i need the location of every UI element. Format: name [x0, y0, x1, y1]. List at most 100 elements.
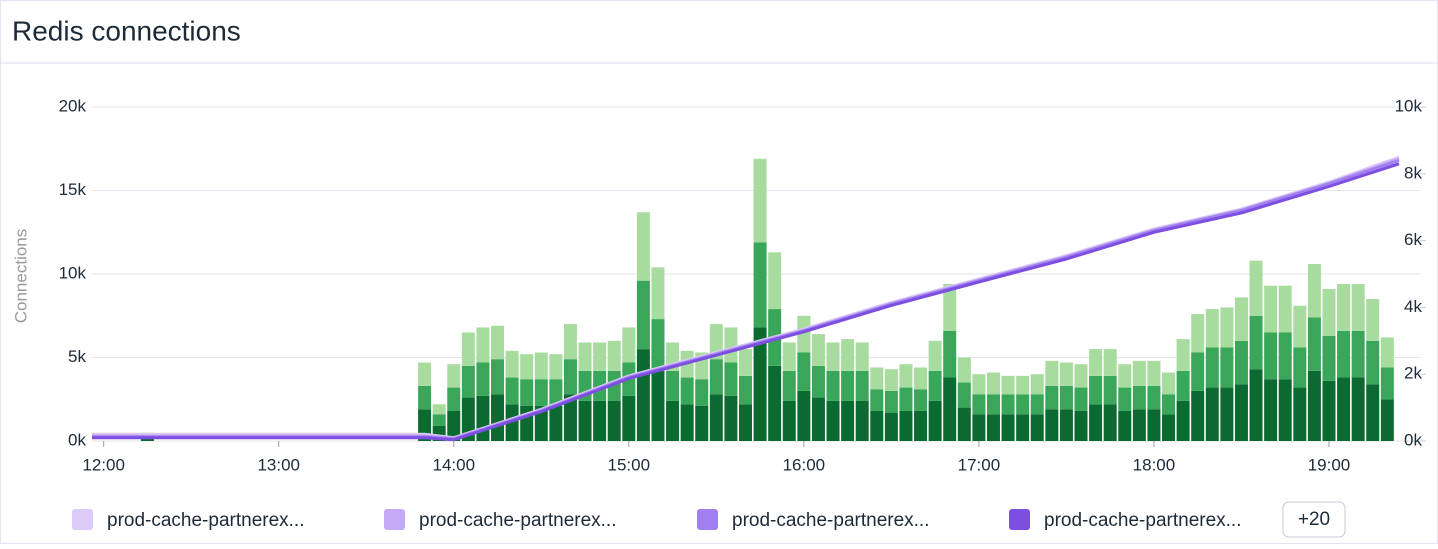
bar-segment — [1016, 375, 1030, 395]
bar-segment — [899, 387, 913, 411]
bar-segment — [695, 405, 709, 441]
bar-segment — [607, 400, 621, 441]
bar-segment — [593, 400, 607, 441]
bar-segment — [797, 390, 811, 441]
bar-segment — [753, 158, 767, 243]
y-tick-label: 20k — [59, 96, 87, 115]
y-tick-label: 5k — [68, 347, 86, 366]
bar-segment — [491, 359, 505, 395]
bar-segment — [651, 370, 665, 441]
bar-segment — [753, 242, 767, 328]
bar-segment — [855, 342, 869, 371]
bar-segment — [1030, 374, 1044, 395]
bar-segment — [797, 352, 811, 391]
y2-tick-label: 8k — [1404, 163, 1422, 182]
bar-segment — [1366, 340, 1380, 385]
x-tick-label: 14:00 — [432, 455, 475, 474]
bar-segment — [782, 342, 796, 371]
bar-segment — [753, 327, 767, 441]
bar-segment — [811, 334, 825, 366]
bar-segment — [957, 407, 971, 441]
bar-segment — [680, 404, 694, 441]
legend-swatch — [72, 509, 93, 530]
bar-segment — [1016, 414, 1030, 441]
bar-segment — [724, 395, 738, 441]
bar-segment — [1234, 340, 1248, 385]
bar-segment — [1191, 352, 1205, 391]
bar-segment — [1380, 399, 1394, 441]
bar-segment — [1001, 394, 1015, 415]
legend-label: prod-cache-partnerex... — [419, 510, 617, 531]
x-tick-label: 13:00 — [257, 455, 300, 474]
bar-segment — [914, 367, 928, 390]
legend-swatch — [1009, 509, 1030, 530]
x-tick-label: 17:00 — [958, 455, 1001, 474]
bar-segment — [1074, 410, 1088, 441]
bar-segment — [943, 284, 957, 331]
bar-segment — [534, 405, 548, 441]
bar-segment — [884, 369, 898, 391]
bar-segment — [797, 315, 811, 353]
bar-segment — [491, 394, 505, 441]
bar-segment — [1045, 409, 1059, 441]
bar-segment — [1074, 387, 1088, 411]
bar-segment — [505, 404, 519, 441]
bar-segment — [418, 385, 432, 410]
y-tick-label: 0k — [68, 430, 86, 449]
bar-segment — [1264, 285, 1278, 333]
bar-segment — [695, 379, 709, 406]
bar-segment — [972, 374, 986, 395]
legend-more-button[interactable]: +20 — [1282, 501, 1346, 538]
bar-segment — [914, 389, 928, 411]
bar-segment — [578, 342, 592, 371]
bar-segment — [1001, 375, 1015, 395]
bar-segment — [1234, 297, 1248, 341]
bar-segment — [1293, 305, 1307, 348]
bar-segment — [1059, 362, 1073, 386]
bar-segment — [1176, 339, 1190, 371]
bar-segment — [1162, 394, 1176, 415]
bar-segment — [1162, 414, 1176, 441]
bar-segment — [943, 330, 957, 378]
bar-segment — [972, 414, 986, 441]
bar-segment — [972, 394, 986, 415]
bar-segment — [651, 319, 665, 371]
bar-segment — [1337, 330, 1351, 378]
bar-segment — [1220, 347, 1234, 388]
bar-segment — [505, 377, 519, 405]
bar-segment — [826, 400, 840, 441]
bar-segment — [1264, 379, 1278, 441]
bar-segment — [491, 325, 505, 360]
bar-segment — [476, 362, 490, 396]
bar-segment — [1089, 349, 1103, 376]
bar-segment — [578, 400, 592, 441]
bar-segment — [1278, 379, 1292, 441]
bar-segment — [709, 394, 723, 441]
bar-segment — [928, 340, 942, 371]
legend-label: prod-cache-partnerex... — [1044, 510, 1242, 531]
bar-segment — [1307, 263, 1321, 318]
bar-segment — [1249, 315, 1263, 370]
bar-segment — [666, 400, 680, 441]
bar-segment — [1103, 404, 1117, 441]
bar-segment — [636, 349, 650, 441]
bar-segment — [1059, 409, 1073, 441]
bar-segment — [505, 350, 519, 378]
bar-segment — [447, 387, 461, 411]
bar-segment — [884, 412, 898, 441]
x-tick-label: 19:00 — [1308, 455, 1351, 474]
legend-label: prod-cache-partnerex... — [732, 510, 930, 531]
bar-segment — [1103, 375, 1117, 405]
bar-segment — [1147, 385, 1161, 410]
bar-segment — [1118, 364, 1132, 388]
bar-segment — [1191, 314, 1205, 353]
y-axis-label: Connections — [11, 229, 30, 324]
bar-segment — [928, 370, 942, 401]
bar-segment — [1337, 284, 1351, 331]
bar-segment — [1118, 387, 1132, 411]
bar-segment — [1074, 364, 1088, 388]
y2-tick-label: 10k — [1395, 96, 1423, 115]
bar-segment — [914, 410, 928, 441]
